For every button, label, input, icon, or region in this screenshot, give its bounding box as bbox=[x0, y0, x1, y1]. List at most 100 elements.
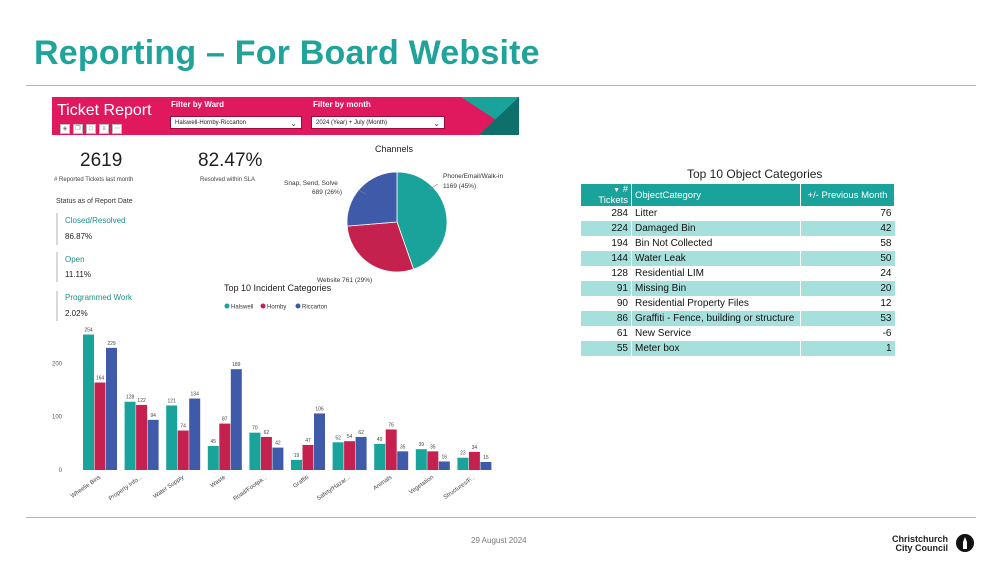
bar-value-label: 42 bbox=[275, 441, 281, 447]
table-row[interactable]: 90 Residential Property Files 12 bbox=[581, 296, 895, 311]
table-row[interactable]: 86 Graffiti - Fence, building or structur… bbox=[581, 311, 895, 326]
slide-title: Reporting – For Board Website bbox=[34, 34, 540, 72]
pie-slice-0[interactable] bbox=[396, 171, 448, 270]
bar-hornby[interactable] bbox=[468, 451, 480, 470]
cell-category: Missing Bin bbox=[631, 281, 801, 296]
bar-riccarton[interactable] bbox=[480, 462, 492, 470]
copy-icon[interactable]: ❐ bbox=[73, 124, 83, 134]
status-closed-label[interactable]: Closed/Resolved bbox=[65, 216, 126, 225]
bar-value-label: 87 bbox=[222, 417, 228, 423]
bar-hornby[interactable] bbox=[136, 404, 148, 470]
cell-category: Damaged Bin bbox=[631, 221, 801, 236]
pie-chart-title: Channels bbox=[375, 144, 414, 154]
bar-value-label: 35 bbox=[400, 444, 406, 450]
table-row[interactable]: 91 Missing Bin 20 bbox=[581, 281, 895, 296]
bar-value-label: 34 bbox=[472, 445, 478, 451]
pie-slice-1[interactable] bbox=[346, 221, 415, 273]
kpi-sla-label: Resolved within SLA bbox=[200, 177, 256, 183]
table-row[interactable]: 284 Litter 76 bbox=[581, 206, 895, 221]
bar-value-label: 52 bbox=[335, 435, 341, 441]
table-row[interactable]: 194 Bin Not Collected 58 bbox=[581, 236, 895, 251]
filter-icon[interactable]: ≡ bbox=[99, 124, 109, 134]
cathedral-icon bbox=[963, 537, 967, 549]
x-tick-label: Safety/Hazar... bbox=[316, 475, 352, 503]
bar-hornby[interactable] bbox=[302, 444, 314, 470]
more-icon[interactable]: ⋯ bbox=[112, 124, 122, 134]
bar-riccarton[interactable] bbox=[272, 447, 284, 470]
col-header-category[interactable]: ObjectCategory bbox=[631, 184, 801, 206]
bar-value-label: 254 bbox=[84, 328, 93, 334]
bar-hornby[interactable] bbox=[385, 429, 397, 470]
pin-icon[interactable]: ◈ bbox=[60, 124, 70, 134]
legend-marker bbox=[295, 303, 301, 309]
bar-halswell[interactable] bbox=[291, 459, 302, 470]
chevron-down-icon: ⌄ bbox=[290, 119, 297, 128]
bar-riccarton[interactable] bbox=[438, 461, 450, 470]
bar-halswell[interactable] bbox=[207, 446, 219, 470]
title-divider bbox=[26, 85, 976, 86]
status-heading: Status as of Report Date bbox=[56, 198, 133, 205]
bar-value-label: 62 bbox=[264, 430, 270, 436]
cell-tickets: 86 bbox=[581, 311, 632, 326]
bar-value-label: 106 bbox=[315, 406, 324, 412]
table-row[interactable]: 128 Residential LIM 24 bbox=[581, 266, 895, 281]
cell-category: Meter box bbox=[631, 341, 801, 356]
y-tick-label: 200 bbox=[52, 361, 63, 367]
ward-filter-dropdown[interactable]: Halswell-Hornby-Riccarton ⌄ bbox=[170, 116, 302, 129]
status-open-label[interactable]: Open bbox=[65, 255, 85, 264]
col-header-change[interactable]: +/- Previous Month bbox=[800, 184, 895, 206]
cell-category: Residential Property Files bbox=[631, 296, 801, 311]
bar-hornby[interactable] bbox=[177, 430, 189, 470]
table-row[interactable]: 61 New Service -6 bbox=[581, 326, 895, 341]
bar-halswell[interactable] bbox=[374, 443, 386, 470]
pie-leader-line bbox=[357, 189, 367, 195]
bar-halswell[interactable] bbox=[457, 457, 469, 470]
bar-value-label: 229 bbox=[107, 341, 116, 347]
bar-hornby[interactable] bbox=[260, 436, 272, 470]
pie-label-website: Website 761 (29%) bbox=[317, 277, 372, 284]
bar-value-label: 189 bbox=[232, 362, 241, 368]
table-row[interactable]: 144 Water Leak 50 bbox=[581, 251, 895, 266]
bar-riccarton[interactable] bbox=[189, 398, 201, 470]
bar-halswell[interactable] bbox=[249, 432, 261, 470]
bar-riccarton[interactable] bbox=[355, 436, 367, 470]
bar-halswell[interactable] bbox=[124, 401, 136, 470]
kpi-reported-tickets-label: # Reported Tickets last month bbox=[54, 177, 134, 183]
x-tick-label: Road/Footpa... bbox=[233, 475, 269, 503]
cell-change: 12 bbox=[880, 298, 892, 309]
pie-slice-2[interactable] bbox=[346, 171, 398, 227]
month-filter-dropdown[interactable]: 2024 (Year) + July (Month) ⌄ bbox=[311, 116, 445, 129]
report-title: Ticket Report bbox=[57, 102, 152, 119]
bar-halswell[interactable] bbox=[166, 405, 178, 470]
footer-date: 29 August 2024 bbox=[471, 536, 527, 545]
bar-value-label: 45 bbox=[211, 439, 217, 445]
bar-hornby[interactable] bbox=[219, 423, 231, 470]
cell-change: 20 bbox=[800, 281, 895, 296]
pie-label-sss-value: 689 (26%) bbox=[312, 189, 342, 196]
status-programmed-value: 2.02% bbox=[65, 309, 88, 318]
bar-riccarton[interactable] bbox=[106, 347, 117, 470]
bar-riccarton[interactable] bbox=[230, 369, 242, 470]
cell-change: 53 bbox=[800, 311, 895, 326]
status-programmed-label[interactable]: Programmed Work bbox=[65, 293, 132, 302]
bar-value-label: 54 bbox=[347, 434, 353, 440]
bar-riccarton[interactable] bbox=[147, 419, 159, 470]
bar-value-label: 128 bbox=[126, 395, 135, 401]
col-header-tickets[interactable]: ▼ # Tickets bbox=[581, 184, 632, 206]
bar-hornby[interactable] bbox=[344, 441, 356, 470]
bar-riccarton[interactable] bbox=[314, 413, 325, 470]
bar-halswell[interactable] bbox=[332, 442, 344, 470]
cell-category: Graffiti - Fence, building or structure bbox=[631, 311, 801, 326]
bar-hornby[interactable] bbox=[94, 382, 106, 470]
bar-halswell[interactable] bbox=[83, 334, 94, 470]
bar-halswell[interactable] bbox=[415, 449, 427, 470]
comment-icon[interactable]: □ bbox=[86, 124, 96, 134]
footer-divider bbox=[26, 517, 976, 518]
bar-hornby[interactable] bbox=[427, 451, 439, 470]
table-row[interactable]: 224 Damaged Bin 42 bbox=[581, 221, 895, 236]
table-row[interactable]: 55 Meter box 1 bbox=[581, 341, 895, 356]
bar-riccarton[interactable] bbox=[397, 451, 409, 470]
x-tick-label: Animals bbox=[372, 475, 393, 492]
channels-pie-chart: Phone/Email/Walk-in 1169 (45%) Website 7… bbox=[284, 171, 503, 284]
